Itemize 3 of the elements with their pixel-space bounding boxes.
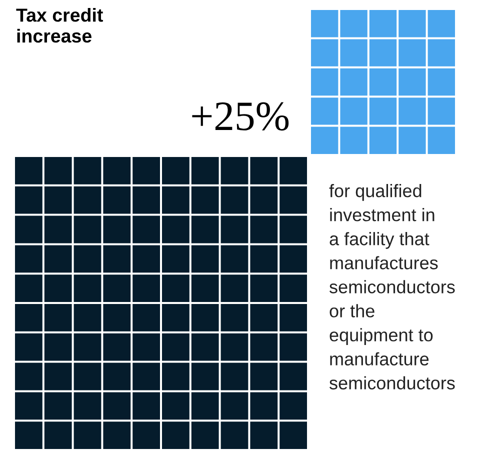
- text: for qualified investment in a facility that manufactures semiconductors or the equipment to manufacture semiconductors: [329, 184, 455, 390]
- data-label: +25%: [192, 102, 289, 131]
- text: Tax credit increase: [16, 8, 103, 43]
